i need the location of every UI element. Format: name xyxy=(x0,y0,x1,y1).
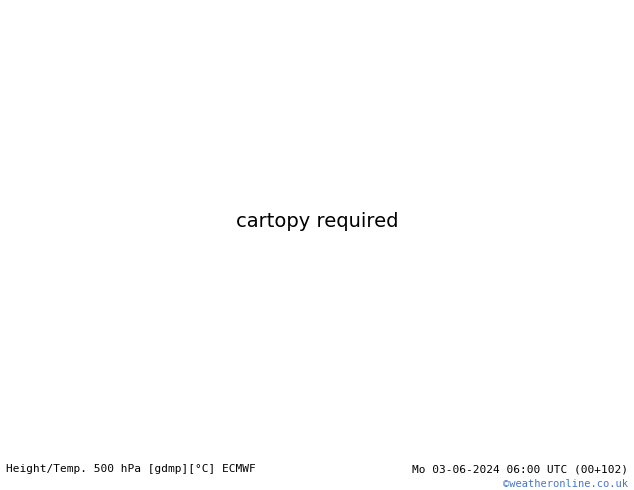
Text: cartopy required: cartopy required xyxy=(236,212,398,231)
Text: ©weatheronline.co.uk: ©weatheronline.co.uk xyxy=(503,479,628,489)
Text: Height/Temp. 500 hPa [gdmp][°C] ECMWF: Height/Temp. 500 hPa [gdmp][°C] ECMWF xyxy=(6,465,256,474)
Text: Mo 03-06-2024 06:00 UTC (00+102): Mo 03-06-2024 06:00 UTC (00+102) xyxy=(411,465,628,474)
